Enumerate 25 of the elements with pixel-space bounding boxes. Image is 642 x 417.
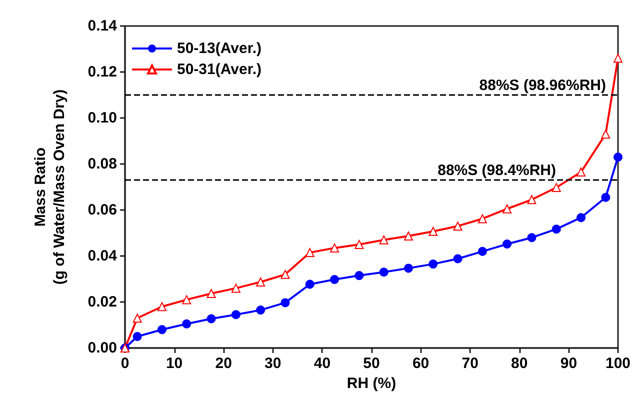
x-tick-label: 100	[605, 355, 631, 372]
x-tick-label: 80	[511, 355, 528, 372]
legend-label: 50-13(Aver.)	[177, 40, 262, 57]
ref-line-label: 88%S (98.4%RH)	[438, 162, 556, 180]
legend-label: 50-31(Aver.)	[177, 61, 262, 78]
y-axis-title: Mass Ratio (g of Water/Mass Oven Dry)	[32, 89, 68, 285]
x-tick-label: 50	[363, 355, 380, 372]
x-tick-label: 70	[462, 355, 478, 372]
y-tick-label: 0.10	[88, 110, 117, 126]
x-tick-label: 20	[215, 355, 232, 372]
y-tick-label: 0.04	[88, 248, 118, 264]
y-tick-label: 0.00	[88, 340, 117, 356]
x-tick-label: 60	[412, 355, 430, 372]
x-tick-label: 30	[264, 355, 282, 372]
ref-line-label: 88%S (98.96%RH)	[479, 77, 606, 94]
x-tick-label: 40	[314, 355, 331, 372]
x-tick-label: 10	[166, 355, 183, 372]
y-tick-label: 0.14	[88, 18, 118, 34]
y-tick-label: 0.02	[88, 294, 117, 310]
x-tick-label: 90	[560, 355, 578, 372]
y-tick-label: 0.06	[88, 202, 117, 218]
x-tick-label: 0	[120, 355, 130, 372]
y-tick-label: 0.08	[88, 156, 117, 172]
y-tick-label: 0.12	[88, 64, 117, 80]
x-axis-title: RH (%)	[346, 374, 396, 392]
